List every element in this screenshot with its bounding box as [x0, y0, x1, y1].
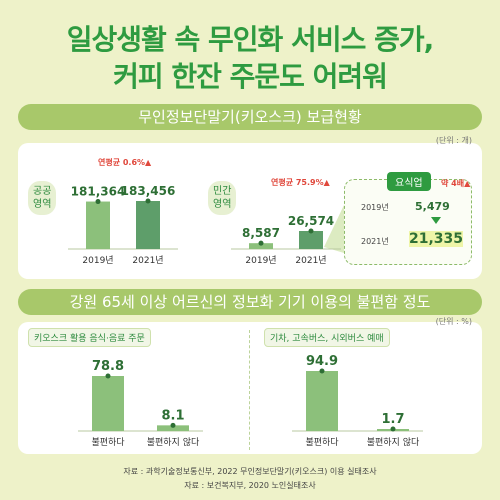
value-label: 78.8	[92, 359, 124, 374]
section1-title: 무인정보단말기(키오스크) 보급현황	[18, 104, 482, 130]
bar	[249, 243, 273, 249]
bar-top-dot	[390, 426, 396, 432]
bar-top-dot	[95, 199, 101, 205]
restaurant-growth: 약 4배▲	[441, 179, 471, 188]
bar	[157, 425, 189, 431]
restaurant-2019-label: 2019년	[361, 203, 389, 212]
down-arrow-icon	[431, 217, 441, 224]
value-label: 26,574	[288, 214, 334, 228]
kiosk-order-tag: 키오스크 활용 음식·음료 주문	[28, 328, 151, 347]
headline-line1: 일상생활 속 무인화 서비스 증가,	[66, 23, 435, 56]
bar	[136, 201, 160, 249]
bar-top-dot	[105, 373, 111, 379]
bar-top-dot	[308, 228, 314, 234]
bar	[299, 231, 323, 249]
category-label: 불편하다	[305, 436, 339, 448]
source-1: 자료 : 과학기술정보통신부, 2022 무인정보단말기(키오스크) 이용 실태…	[123, 467, 377, 476]
category-label: 2019년	[245, 255, 276, 266]
headline-line2: 커피 한잔 주문도 어려워	[113, 60, 388, 93]
category-label: 불편하지 않다	[147, 436, 200, 448]
bar	[306, 371, 338, 431]
category-label: 2021년	[132, 255, 163, 266]
card-divider	[249, 330, 250, 450]
value-label: 1.7	[381, 412, 404, 427]
restaurant-title: 요식업	[387, 172, 431, 191]
restaurant-box: 요식업 2019년 5,479 2021년 21,335 약 4배▲	[344, 172, 472, 265]
category-label: 2019년	[82, 255, 113, 266]
restaurant-2021-label: 2021년	[361, 237, 389, 246]
bar	[92, 376, 124, 431]
private-label-2: 영역	[213, 199, 232, 210]
value-label: 94.9	[306, 354, 338, 369]
bar-top-dot	[258, 240, 264, 246]
unit-label-1: (단위 : 개)	[435, 136, 472, 145]
section2-title: 강원 65세 이상 어르신의 정보화 기기 이용의 불편함 정도	[18, 289, 482, 315]
pointer-icon	[324, 205, 344, 253]
restaurant-2019-value: 5,479	[415, 200, 450, 213]
public-label-1: 공공	[33, 186, 52, 197]
value-label: 181,364	[71, 185, 126, 199]
restaurant-2021-value: 21,335	[409, 231, 464, 247]
public-growth: 연평균 0.6%▲	[98, 158, 152, 167]
source-2: 자료 : 보건복지부, 2020 노인실태조사	[184, 481, 316, 490]
category-label: 2021년	[295, 255, 326, 266]
unit-label-2: (단위 : %)	[435, 317, 472, 326]
value-label: 183,456	[121, 184, 176, 198]
public-label-2: 영역	[33, 199, 52, 210]
bar-top-dot	[170, 422, 176, 428]
inconvenience-card: (단위 : %) 키오스크 활용 음식·음료 주문 기차, 고속버스, 시외버스…	[18, 317, 482, 454]
private-label-1: 민간	[213, 186, 232, 197]
private-label: 민간 영역	[208, 181, 237, 215]
bar-top-dot	[145, 198, 151, 204]
private-growth: 연평균 75.9%▲	[271, 178, 330, 187]
category-label: 불편하다	[91, 436, 125, 448]
category-label: 불편하지 않다	[367, 436, 420, 448]
bar	[86, 201, 110, 249]
bar-top-dot	[319, 368, 325, 374]
transport-booking-tag: 기차, 고속버스, 시외버스 예매	[264, 328, 390, 347]
value-label: 8,587	[242, 226, 280, 240]
public-label: 공공 영역	[28, 181, 57, 215]
value-label: 8.1	[161, 408, 184, 423]
